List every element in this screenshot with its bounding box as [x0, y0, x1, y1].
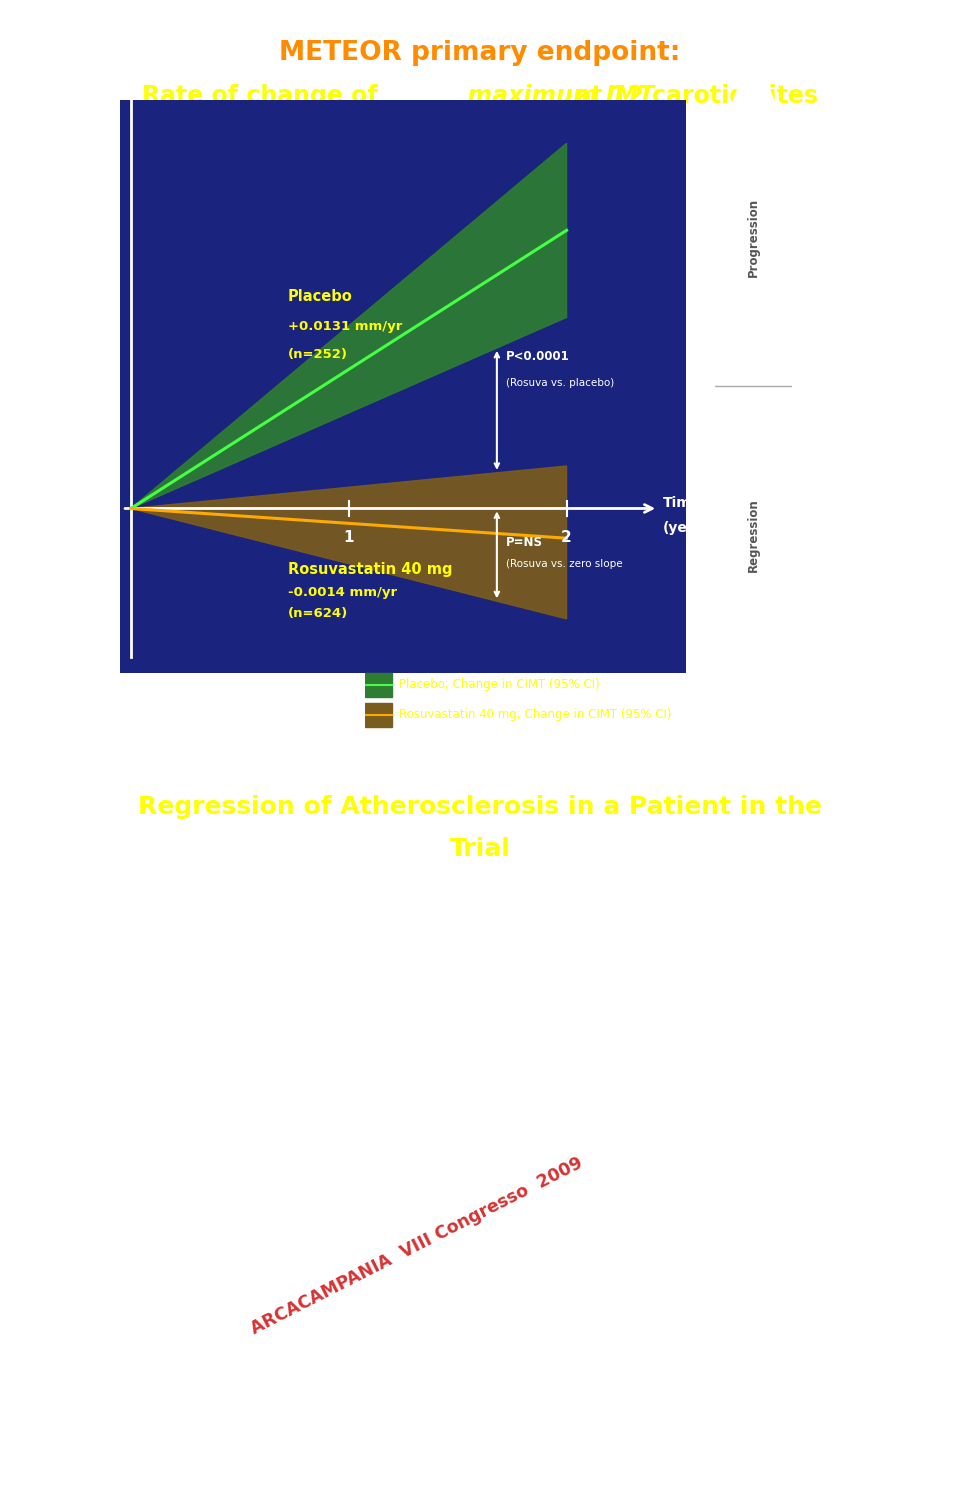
Text: 2007 297:1344-1353: 2007 297:1344-1353	[264, 710, 414, 724]
Text: Placebo; Change in CIMT (95% CI): Placebo; Change in CIMT (95% CI)	[399, 679, 600, 691]
Text: P=NS: P=NS	[506, 536, 542, 548]
Text: Placebo: Placebo	[288, 289, 352, 304]
Text: 2: 2	[562, 530, 572, 545]
Text: Time: Time	[662, 496, 701, 511]
Text: JAMA: JAMA	[823, 1401, 896, 1425]
Text: +0.0131 mm/yr: +0.0131 mm/yr	[288, 320, 402, 334]
Text: (n=624): (n=624)	[288, 606, 348, 619]
Text: maximum IMT: maximum IMT	[306, 83, 654, 107]
Text: 1: 1	[344, 530, 354, 545]
Text: P<0.0001: P<0.0001	[506, 350, 569, 363]
Text: (years): (years)	[662, 521, 718, 535]
Polygon shape	[738, 130, 769, 643]
Polygon shape	[723, 48, 784, 130]
Text: -0.0014 mm/yr: -0.0014 mm/yr	[288, 585, 396, 599]
Text: ARCACAMPANIA  VIII Congresso  2009: ARCACAMPANIA VIII Congresso 2009	[248, 1154, 586, 1339]
Text: Rate of change of                        at 12 carotid sites: Rate of change of at 12 carotid sites	[142, 83, 818, 107]
Polygon shape	[723, 643, 784, 725]
Y-axis label: Change in maximum IMT of 12 carotid sites (mm): Change in maximum IMT of 12 carotid site…	[44, 213, 58, 560]
Polygon shape	[131, 466, 566, 619]
Text: Regression: Regression	[747, 499, 760, 572]
Text: sso  2009: sso 2009	[569, 399, 665, 451]
Text: ARCACAMPANIA: ARCACAMPANIA	[194, 488, 350, 566]
Polygon shape	[365, 703, 393, 727]
Text: METEOR primary endpoint:: METEOR primary endpoint:	[279, 40, 681, 66]
Text: (Rosuva vs. placebo): (Rosuva vs. placebo)	[506, 378, 613, 389]
Text: Copyright restrictions may apply.: Copyright restrictions may apply.	[79, 1441, 228, 1452]
Text: (n=252): (n=252)	[288, 348, 348, 360]
Text: Rosuvastatin 40 mg: Rosuvastatin 40 mg	[288, 563, 452, 578]
Text: Rosuvastatin 40 mg; Change in CIMT (95% CI): Rosuvastatin 40 mg; Change in CIMT (95% …	[399, 709, 672, 721]
Text: Progression: Progression	[747, 198, 760, 277]
Text: Regression of Atherosclerosis in a Patient in the: Regression of Atherosclerosis in a Patie…	[138, 795, 822, 819]
Text: Crouse JR, et al.: Crouse JR, et al.	[56, 710, 173, 724]
Polygon shape	[131, 143, 566, 508]
Text: JAMA: JAMA	[217, 710, 253, 724]
Text: (Rosuva vs. zero slope: (Rosuva vs. zero slope	[506, 558, 622, 569]
Text: Nissen, S. E. et al. JAMA 2006;0:295.13.jpc60002-10.: Nissen, S. E. et al. JAMA 2006;0:295.13.…	[266, 1388, 718, 1403]
Text: Rosuvastatin vs placebo: Rosuvastatin vs placebo	[318, 124, 642, 147]
Polygon shape	[365, 673, 393, 697]
Text: Trial: Trial	[449, 837, 511, 861]
